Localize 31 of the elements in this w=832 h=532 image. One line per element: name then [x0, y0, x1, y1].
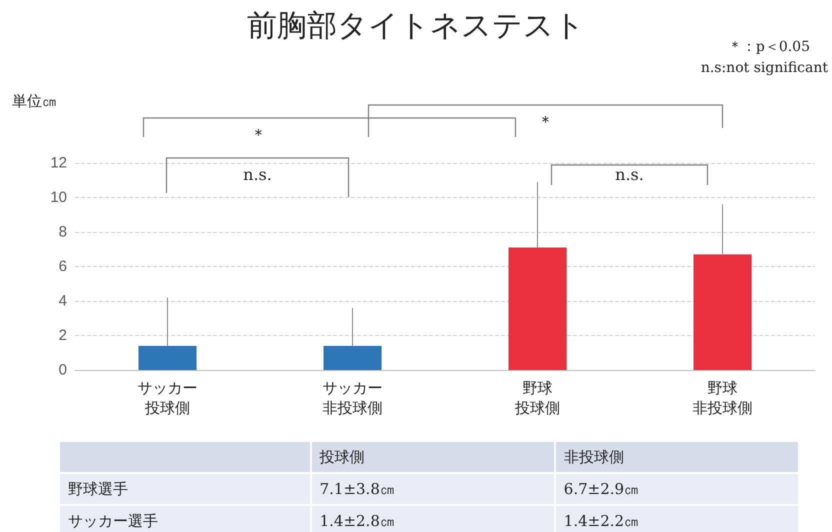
x-tick-label: 野球非投球側 [692, 379, 752, 417]
x-tick-label: サッカー非投球側 [322, 379, 382, 417]
x-tick-label: サッカー投球側 [138, 379, 198, 417]
y-tick-label: 6 [58, 258, 67, 275]
text: ＊：p＜0.05 [728, 39, 810, 55]
text: 野球選手 [59, 473, 311, 505]
text: ＊ [250, 125, 266, 144]
text: ＊ [538, 112, 554, 131]
annotation: n.s. [615, 165, 644, 184]
annotation: n.s. [243, 165, 272, 184]
chart-title: 前胸部タイトネステスト [247, 8, 585, 44]
x-tick-label: 野球投球側 [514, 379, 560, 417]
y-axis-title: 単位㎝ [12, 92, 57, 110]
text: サッカー選手 [59, 505, 311, 532]
bar [694, 254, 752, 370]
y-tick-label: 10 [50, 189, 67, 206]
bar [324, 346, 382, 370]
text: 6.7±2.9㎝ [554, 473, 799, 505]
bar [138, 346, 196, 370]
text: 1.4±2.2㎝ [554, 505, 799, 532]
text: 非投球側 [554, 441, 799, 473]
text: 投球側 [310, 441, 555, 473]
text: 1.4±2.8㎝ [310, 505, 555, 532]
y-tick-label: 12 [50, 154, 67, 172]
y-tick-label: 4 [58, 292, 67, 310]
y-tick-label: 2 [58, 327, 67, 344]
bar [508, 248, 566, 370]
y-tick-label: 0 [58, 362, 67, 378]
text: 7.1±3.8㎝ [310, 473, 555, 505]
text: n.s:not significant [700, 60, 828, 76]
y-tick-label: 8 [58, 224, 67, 240]
